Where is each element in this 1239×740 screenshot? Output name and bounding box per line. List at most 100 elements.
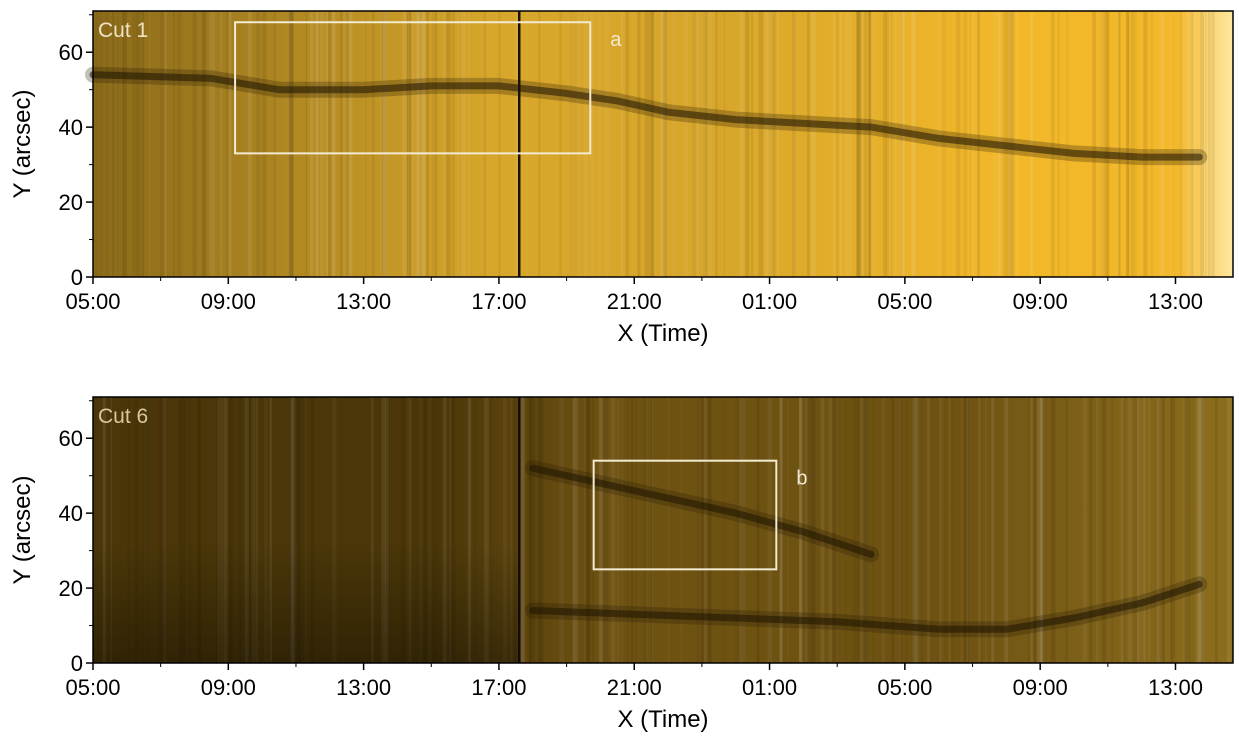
texture-streak	[288, 11, 294, 277]
texture-streak	[290, 11, 294, 277]
texture-streak	[498, 11, 501, 277]
y-axis-1: 0 20 40 60	[59, 14, 93, 290]
texture-streak	[1179, 11, 1182, 277]
texture-streak	[1111, 397, 1114, 663]
texture-streak	[700, 397, 705, 663]
texture-streak	[662, 11, 667, 277]
texture-streak	[812, 397, 815, 663]
texture-streak	[513, 397, 516, 663]
y-tick-label: 0	[71, 265, 83, 290]
texture-streak	[937, 11, 939, 277]
texture-streak	[1130, 11, 1135, 277]
texture-streak	[1042, 397, 1044, 663]
texture-streak	[380, 11, 382, 277]
texture-streak	[1174, 397, 1177, 663]
texture-streak	[649, 397, 654, 663]
texture-streak	[486, 11, 488, 277]
texture-streak	[625, 11, 629, 277]
texture-streak	[704, 11, 708, 277]
panel-label-cut-1: Cut 1	[98, 19, 148, 42]
texture-streak	[542, 397, 544, 663]
texture-streak	[158, 397, 164, 663]
texture-streak	[939, 397, 941, 663]
texture-streak	[811, 11, 816, 277]
texture-streak	[911, 11, 917, 277]
texture-streak	[603, 397, 608, 663]
dark-lane-1	[85, 66, 1208, 166]
texture-streak	[695, 11, 699, 277]
texture-streak	[426, 11, 429, 277]
x-tick-label: 17:00	[471, 289, 526, 314]
texture-streak	[1169, 11, 1172, 277]
texture-streak	[229, 397, 235, 663]
texture-streak	[1192, 11, 1197, 277]
texture-streak	[1143, 397, 1146, 663]
texture-streak	[442, 11, 447, 277]
texture-streak	[134, 397, 139, 663]
texture-streak	[325, 11, 328, 277]
texture-streak	[1092, 11, 1097, 277]
texture-streak	[845, 11, 848, 277]
texture-streak	[1211, 11, 1215, 277]
texture-streak	[290, 397, 295, 663]
texture-streak	[575, 11, 580, 277]
texture-streak	[1118, 11, 1121, 277]
texture-streak	[117, 11, 119, 277]
texture-streak	[768, 11, 773, 277]
texture-streak	[420, 11, 424, 277]
texture-streak	[309, 11, 314, 277]
texture-streak	[634, 397, 637, 663]
texture-streak	[926, 397, 930, 663]
texture-streak	[939, 11, 941, 277]
texture-streak	[898, 397, 901, 663]
texture-streak	[291, 397, 296, 663]
texture-streak	[856, 11, 861, 277]
texture-streak	[538, 11, 541, 277]
heatmap-background	[93, 11, 1233, 277]
texture-streak	[381, 397, 387, 663]
texture-streak	[571, 11, 574, 277]
texture-streak	[289, 11, 292, 277]
texture-streak	[1117, 11, 1122, 277]
texture-streak	[703, 11, 705, 277]
x-tick-label: 13:00	[336, 675, 391, 700]
texture-streak	[1184, 397, 1188, 663]
plot-frame-1	[92, 10, 1234, 278]
texture-streak	[255, 11, 260, 277]
texture-streak	[1057, 11, 1060, 277]
texture-streak	[1050, 11, 1053, 277]
texture-streak	[867, 11, 872, 277]
texture-streak	[515, 11, 519, 277]
box-b	[592, 459, 778, 571]
texture-streak	[292, 397, 296, 663]
texture-streak	[620, 11, 624, 277]
texture-streak	[467, 397, 471, 663]
texture-streak	[764, 11, 767, 277]
texture-streak	[1120, 397, 1123, 663]
texture-streak	[745, 11, 750, 277]
box-a	[234, 21, 592, 155]
texture-streak	[836, 11, 838, 277]
texture-streak	[757, 397, 760, 663]
texture-streak	[469, 397, 471, 663]
texture-streak	[872, 11, 876, 277]
texture-streak	[1103, 11, 1108, 277]
texture-streak	[856, 11, 862, 277]
texture-streak	[290, 397, 292, 663]
texture-streak	[584, 397, 586, 663]
texture-streak	[683, 11, 688, 277]
texture-streak	[1199, 397, 1205, 663]
texture-streak	[302, 397, 304, 663]
texture-streak	[112, 11, 115, 277]
texture-streak	[1160, 397, 1165, 663]
texture-streak	[963, 397, 969, 663]
texture-streak	[1143, 11, 1148, 277]
texture-streak	[216, 397, 218, 663]
texture-streak	[1215, 397, 1218, 663]
texture-streak	[415, 11, 420, 277]
texture-streak	[991, 397, 994, 663]
texture-streak	[164, 11, 167, 277]
texture-streak	[258, 11, 261, 277]
plot-frame-2	[92, 396, 1234, 664]
